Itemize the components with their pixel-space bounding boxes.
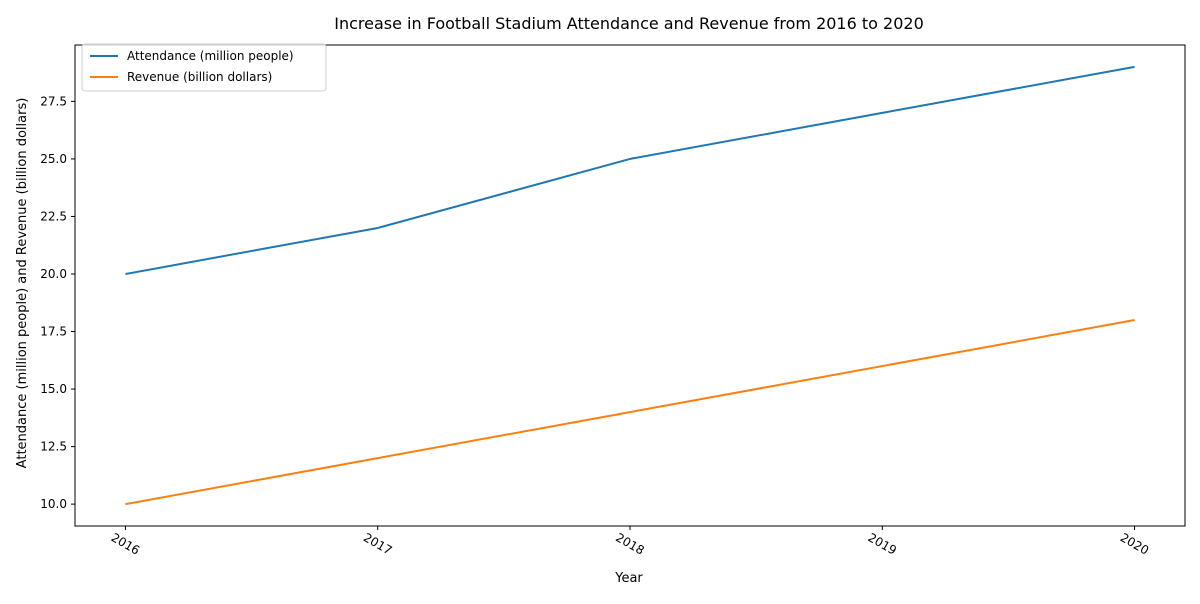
series-line-1 [125,65,1135,275]
y-tick-label: 20.0 [40,267,67,281]
y-tick-label: 22.5 [40,209,67,223]
y-tick-label: 27.5 [40,94,67,108]
x-tick-label: 2018 [613,530,646,557]
y-axis-label: Attendance (million people) and Revenue … [15,98,30,469]
x-tick-label: 2017 [361,530,394,557]
y-tick-label: 15.0 [40,382,67,396]
y-tick-label: 25.0 [40,152,67,166]
axes-frame [74,44,1186,527]
x-tick-label: 2020 [1118,530,1151,557]
chart-title: Increase in Football Stadium Attendance … [334,14,924,33]
legend-box [81,43,327,92]
legend: Attendance (million people) Revenue (bill… [81,43,327,92]
x-axis-label: Year [614,571,643,586]
x-tick-label: 2016 [109,530,142,557]
legend-label-2: Revenue (billion dollars) [127,70,272,84]
plot-area: 2016 2017 2018 2019 2020 10.0 12.5 15.0 17.5 20.0… [40,43,1186,558]
x-tick-label: 2019 [866,530,899,557]
y-tick-label: 17.5 [40,325,67,339]
y-tick-label: 10.0 [40,497,67,511]
legend-label-1: Attendance (million people) [127,49,294,63]
series-line-2 [125,319,1135,506]
y-tick-label: 12.5 [40,440,67,454]
